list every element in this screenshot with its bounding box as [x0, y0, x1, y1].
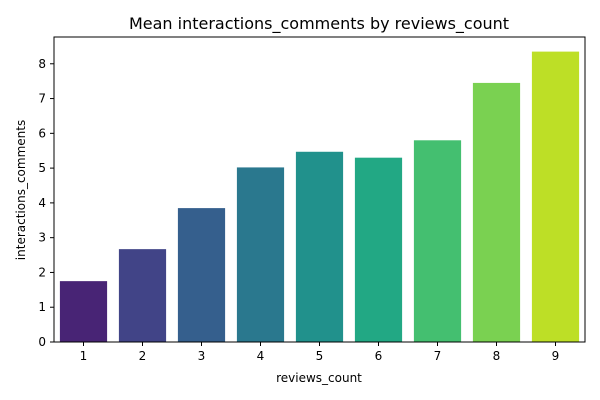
y-tick-label-4: 4: [38, 196, 46, 210]
plot-frame: [53, 36, 586, 343]
chart-title: Mean interactions_comments by reviews_co…: [129, 14, 509, 34]
bar-2: [118, 249, 167, 342]
x-tick-label-1: 1: [80, 349, 88, 363]
x-axis: 1 2 3 4 5 6 7 8 9: [80, 342, 560, 363]
bar-3: [177, 208, 226, 342]
y-tick-label-1: 1: [38, 300, 46, 314]
bar-7: [413, 140, 462, 342]
bar-8: [472, 82, 521, 342]
x-tick-label-3: 3: [198, 349, 206, 363]
bar-5: [295, 151, 344, 342]
x-tick-label-7: 7: [434, 349, 442, 363]
bars-group: [59, 51, 580, 343]
y-axis: 0 1 2 3 4 5 6 7 8: [38, 57, 54, 349]
y-tick-label-6: 6: [38, 126, 46, 140]
y-axis-label: interactions_comments: [14, 120, 28, 260]
bar-6: [354, 157, 403, 342]
bar-9: [531, 51, 580, 343]
x-tick-label-8: 8: [493, 349, 501, 363]
x-tick-label-4: 4: [257, 349, 265, 363]
x-axis-label: reviews_count: [276, 371, 362, 385]
y-tick-label-0: 0: [38, 335, 46, 349]
y-tick-label-3: 3: [38, 231, 46, 245]
x-tick-label-5: 5: [316, 349, 324, 363]
x-tick-label-6: 6: [375, 349, 383, 363]
y-tick-label-8: 8: [38, 57, 46, 71]
bar-4: [236, 167, 285, 342]
bar-1: [59, 281, 108, 342]
x-tick-label-9: 9: [552, 349, 560, 363]
y-tick-label-7: 7: [38, 92, 46, 106]
y-tick-label-5: 5: [38, 161, 46, 175]
y-tick-label-2: 2: [38, 265, 46, 279]
x-tick-label-2: 2: [139, 349, 147, 363]
